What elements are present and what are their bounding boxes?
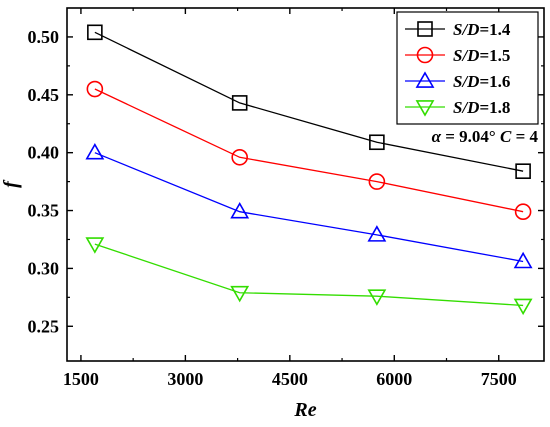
data-point xyxy=(86,80,104,98)
data-point xyxy=(514,203,532,220)
y-tick-label: 0.25 xyxy=(28,316,60,336)
series-S/D=1.5 xyxy=(86,80,532,220)
y-axis-label: f xyxy=(0,179,22,188)
legend: S/D=1.4 S/D=1.5 S/D=1.6 S/D=1.8 xyxy=(396,11,539,125)
x-tick-labels: 1500 3000 4500 6000 7500 xyxy=(63,369,517,389)
legend-label: S/D=1.4 xyxy=(453,20,511,39)
annotation-label: α = 9.04° C = 4 xyxy=(432,127,539,146)
data-point xyxy=(368,173,386,190)
x-tick-label: 1500 xyxy=(63,369,99,389)
data-point xyxy=(367,225,387,242)
legend-marker xyxy=(415,100,435,117)
data-point xyxy=(231,95,248,111)
legend-item: S/D=1.5 xyxy=(405,46,510,65)
legend-label: S/D=1.6 xyxy=(453,72,510,91)
data-point xyxy=(513,251,533,269)
data-point xyxy=(369,134,385,151)
y-tick-label: 0.40 xyxy=(28,143,60,163)
plot-frame xyxy=(66,7,545,362)
y-tick-label: 0.30 xyxy=(28,258,60,278)
legend-item: S/D=1.4 xyxy=(405,20,511,39)
y-tick-labels: 0.25 0.30 0.35 0.40 0.45 0.50 xyxy=(28,27,60,336)
data-point xyxy=(515,163,531,179)
data-point xyxy=(231,149,248,166)
series-layer xyxy=(85,24,533,316)
legend-item: S/D=1.8 xyxy=(405,98,510,117)
legend-marker xyxy=(415,71,435,88)
x-tick-label: 3000 xyxy=(167,369,203,389)
series-line xyxy=(94,243,524,307)
series-S/D=1.4 xyxy=(87,24,531,179)
x-tick-label: 6000 xyxy=(376,369,412,389)
legend-label: S/D=1.8 xyxy=(453,98,510,117)
data-point xyxy=(513,298,533,316)
series-line xyxy=(94,152,524,263)
legend-box xyxy=(396,11,539,125)
series-S/D=1.6 xyxy=(85,143,533,269)
series-line xyxy=(94,31,524,172)
y-tick-label: 0.45 xyxy=(28,85,60,105)
data-point xyxy=(85,237,105,254)
x-tick-label: 4500 xyxy=(272,369,308,389)
data-point xyxy=(367,289,387,306)
legend-marker xyxy=(417,21,433,37)
x-tick-label: 7500 xyxy=(481,369,517,389)
y-tick-label: 0.50 xyxy=(28,27,60,47)
data-point xyxy=(230,285,250,303)
legend-item: S/D=1.6 xyxy=(405,71,510,91)
series-line xyxy=(94,88,524,213)
y-tick-label: 0.35 xyxy=(28,201,60,221)
data-point xyxy=(230,202,250,219)
data-point xyxy=(87,24,103,41)
series-S/D=1.8 xyxy=(85,237,533,316)
x-axis-label: Re xyxy=(293,399,316,421)
data-point xyxy=(85,143,105,160)
legend-label: S/D=1.5 xyxy=(453,46,510,65)
legend-marker xyxy=(416,46,434,64)
